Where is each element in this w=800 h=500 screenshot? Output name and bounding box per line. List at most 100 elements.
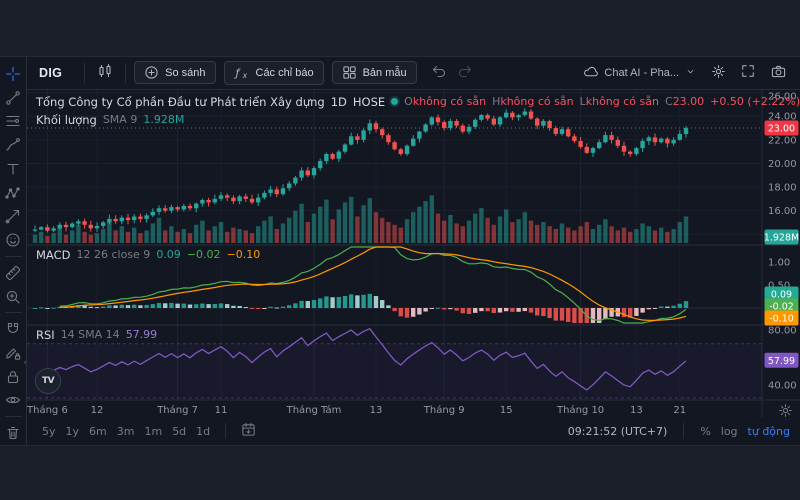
- brush-icon: [5, 137, 21, 153]
- chat-ai-label: Chat AI - Pha...: [604, 66, 679, 79]
- tradingview-logo[interactable]: TV: [35, 367, 61, 394]
- tool-pattern[interactable]: [2, 182, 24, 204]
- time-label: Tháng 6: [27, 404, 68, 416]
- candles-icon: [97, 63, 113, 82]
- range-1y-button[interactable]: 1y: [61, 423, 85, 440]
- svg-text:0.50: 0.50: [768, 280, 790, 291]
- time-label: Tháng 10: [556, 404, 604, 416]
- forecast-icon: [5, 208, 21, 224]
- symbol-search-button[interactable]: DIG: [35, 66, 76, 80]
- gear-icon: [711, 64, 726, 82]
- chat-ai-button[interactable]: Chat AI - Pha...: [579, 62, 700, 84]
- svg-text:57.99: 57.99: [768, 356, 795, 367]
- trash-icon: [5, 425, 21, 441]
- toolbar-divider: [125, 62, 127, 83]
- time-label: 13: [370, 405, 383, 416]
- range-6m-button[interactable]: 6m: [84, 423, 112, 440]
- svg-text:16.00: 16.00: [768, 206, 797, 217]
- settings-button[interactable]: [706, 61, 730, 85]
- chevron-down-icon: [685, 66, 696, 80]
- tool-zoom-in[interactable]: [2, 286, 24, 308]
- svg-text:80.00: 80.00: [768, 325, 797, 336]
- rsi-line: [47, 327, 687, 391]
- rsi-badge: 57.99: [764, 352, 799, 368]
- tool-forecast[interactable]: [2, 206, 24, 228]
- tool-brush[interactable]: [2, 134, 24, 156]
- svg-text:40.00: 40.00: [768, 380, 797, 391]
- fullscreen-button[interactable]: [736, 61, 760, 85]
- chart-svg: 26.0024.0022.0020.0018.0016.0014.001.000…: [27, 89, 800, 418]
- tool-magnet[interactable]: [2, 318, 24, 340]
- log-scale-button[interactable]: log: [720, 424, 738, 438]
- volume-badge: 1.928M: [764, 229, 799, 245]
- compare-button[interactable]: So sánh: [134, 61, 216, 85]
- compare-label: So sánh: [165, 66, 206, 79]
- ruler-icon: [5, 265, 21, 281]
- trend-line-icon: [5, 90, 21, 106]
- range-1d-button[interactable]: 1d: [191, 423, 215, 440]
- tool-trash[interactable]: [2, 422, 24, 444]
- crosshair-icon: [5, 66, 21, 82]
- percent-scale-button[interactable]: %: [700, 424, 711, 438]
- svg-text:20.00: 20.00: [768, 159, 797, 170]
- calendar-icon: [241, 422, 256, 440]
- chart-type-candles-icon[interactable]: [93, 61, 117, 85]
- redo-button[interactable]: [453, 61, 477, 85]
- svg-text:1.00: 1.00: [768, 257, 790, 268]
- svg-text:ƒ: ƒ: [234, 66, 242, 79]
- tool-eye[interactable]: [2, 390, 24, 412]
- tool-trend-line[interactable]: [2, 87, 24, 109]
- snapshot-button[interactable]: [766, 61, 790, 85]
- tool-draw-lock[interactable]: [2, 342, 24, 364]
- macd-badge: -0.02: [764, 298, 799, 314]
- sidebar-divider: [4, 416, 22, 418]
- auto-scale-button[interactable]: tự động: [747, 424, 790, 438]
- axis-settings-gear-icon[interactable]: [778, 403, 793, 422]
- svg-text:18.00: 18.00: [768, 182, 797, 193]
- time-label: 12: [91, 405, 104, 416]
- range-5d-button[interactable]: 5d: [167, 423, 191, 440]
- bottom-toolbar: 5y 1y 6m 3m 1m 5d 1d 09:21:52 (UTC+7) % log tự…: [27, 418, 800, 445]
- range-5y-button[interactable]: 5y: [37, 423, 61, 440]
- indicators-label: Các chỉ báo: [255, 66, 314, 79]
- tool-fib-retracement[interactable]: [2, 111, 24, 133]
- tool-lock[interactable]: [2, 366, 24, 388]
- undo-button[interactable]: [427, 61, 451, 85]
- macd-signal-line: [59, 246, 687, 321]
- svg-text:24.00: 24.00: [768, 112, 797, 123]
- candlesticks: [32, 108, 689, 233]
- clock[interactable]: 09:21:52 (UTC+7): [567, 424, 668, 438]
- time-label: 13: [630, 405, 643, 416]
- undo-icon: [431, 63, 447, 82]
- tool-text[interactable]: [2, 158, 24, 180]
- sidebar-divider: [4, 256, 22, 257]
- range-1m-button[interactable]: 1m: [139, 423, 167, 440]
- go-to-date-button[interactable]: [236, 419, 260, 443]
- draw-lock-icon: [5, 345, 21, 361]
- bottombar-divider: [683, 423, 685, 440]
- time-label: Tháng 9: [423, 404, 465, 416]
- expand-icon: [741, 64, 755, 81]
- sidebar-collapse-handle[interactable]: ‹: [23, 358, 27, 368]
- time-label: 21: [673, 405, 686, 416]
- tool-emoji[interactable]: [2, 229, 24, 251]
- tool-crosshair[interactable]: [2, 63, 24, 85]
- templates-button[interactable]: Bản mẫu: [331, 61, 417, 85]
- range-3m-button[interactable]: 3m: [112, 423, 140, 440]
- zoom-in-icon: [5, 289, 21, 305]
- time-label: Tháng Tám: [286, 404, 342, 416]
- chart-canvas[interactable]: 26.0024.0022.0020.0018.0016.0014.001.000…: [27, 89, 800, 418]
- svg-text:-0.10: -0.10: [769, 313, 794, 324]
- tool-ruler[interactable]: [2, 262, 24, 284]
- time-label: Tháng 7: [156, 404, 198, 416]
- cloud-icon: [583, 64, 599, 82]
- last-price-badge: 23.00: [764, 120, 799, 136]
- pattern-icon: [5, 185, 21, 201]
- bottombar-divider: [225, 423, 227, 440]
- templates-label: Bản mẫu: [362, 66, 407, 79]
- text-icon: [5, 161, 21, 177]
- lock-icon: [5, 369, 21, 385]
- svg-text:22.00: 22.00: [768, 135, 797, 146]
